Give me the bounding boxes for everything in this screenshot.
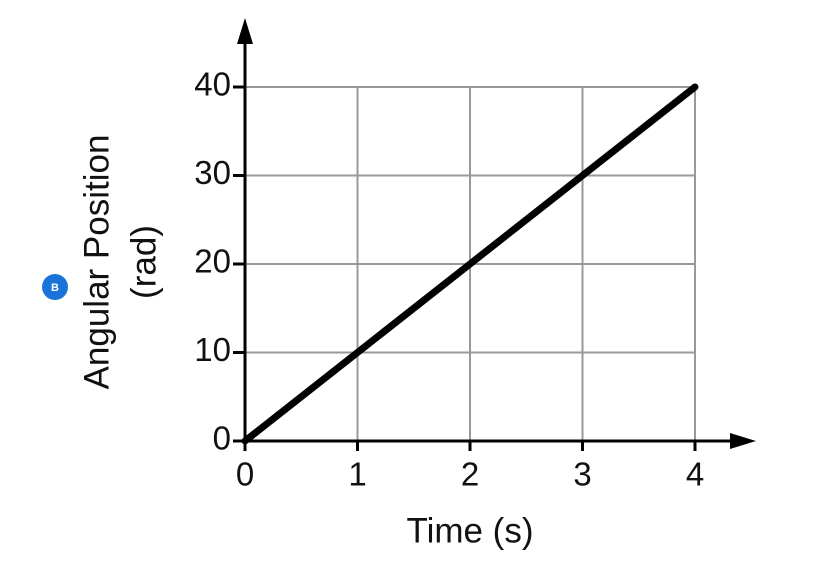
- data-line: [241, 83, 699, 445]
- y-tick-label: 0: [213, 420, 231, 457]
- x-axis-label: Time (s): [406, 511, 533, 550]
- x-tick-label: 1: [348, 456, 366, 493]
- badge-circle: [42, 274, 68, 300]
- badge-label: B: [51, 282, 59, 294]
- x-axis-arrow: [730, 433, 756, 449]
- x-tick-label: 4: [686, 456, 704, 493]
- y-tick-label: 20: [194, 243, 231, 280]
- y-axis-arrow: [237, 18, 253, 44]
- y-axis-label: Angular Position: [77, 135, 116, 390]
- x-tick-label: 3: [573, 456, 591, 493]
- y-tick-label: 10: [194, 331, 231, 368]
- y-axis-label: (rad): [124, 225, 163, 299]
- y-tick-label: 30: [194, 154, 231, 191]
- x-tick-label: 2: [461, 456, 479, 493]
- x-tick-label: 0: [236, 456, 254, 493]
- y-tick-label: 40: [194, 66, 231, 103]
